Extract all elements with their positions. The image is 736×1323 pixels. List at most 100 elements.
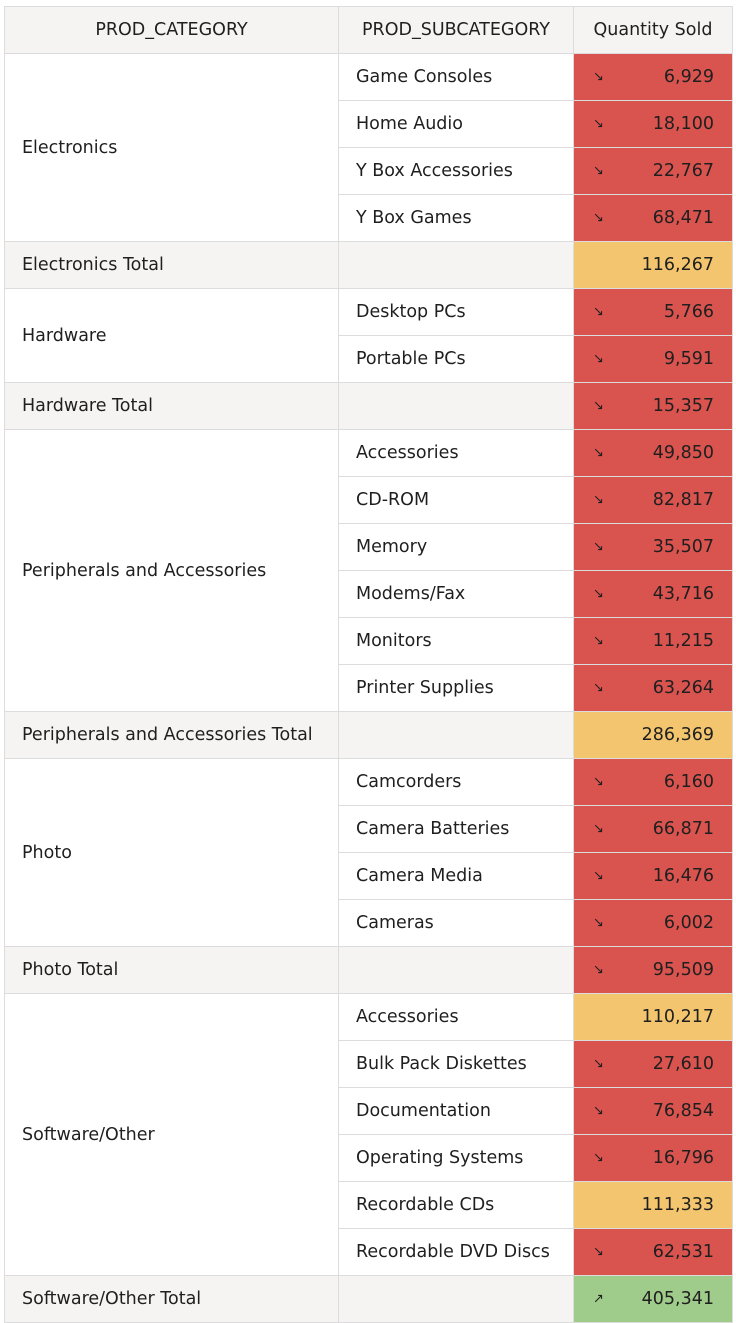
quantity-cell[interactable]: ↘ 35,507 <box>573 523 733 571</box>
quantity-value: 62,531 <box>652 1242 714 1262</box>
total-row: Electronics Total 116,267 <box>4 241 733 289</box>
quantity-value: 43,716 <box>652 584 714 604</box>
quantity-cell[interactable]: ↘ 5,766 <box>573 288 733 336</box>
trend-down-icon: ↘ <box>593 633 604 649</box>
trend-down-icon: ↘ <box>593 962 604 978</box>
subcategory-cell[interactable]: Desktop PCs <box>338 288 574 336</box>
subcategory-cell[interactable]: CD-ROM <box>338 476 574 524</box>
subcategory-cell[interactable]: Documentation <box>338 1087 574 1135</box>
category-cell[interactable]: Electronics <box>4 53 339 242</box>
total-row: Peripherals and Accessories Total 286,369 <box>4 711 733 759</box>
quantity-cell[interactable]: ↘ 16,476 <box>573 852 733 900</box>
subcategory-cell[interactable]: Camera Batteries <box>338 805 574 853</box>
subcategory-cell[interactable]: Modems/Fax <box>338 570 574 618</box>
trend-down-icon: ↘ <box>593 445 604 461</box>
quantity-cell[interactable]: ↘ 22,767 <box>573 147 733 195</box>
quantity-cell[interactable]: ↗ 405,341 <box>573 1275 733 1323</box>
subcategory-cell[interactable]: Camera Media <box>338 852 574 900</box>
table-row: Monitors ↘ 11,215 <box>5 617 733 665</box>
subcategory-cell[interactable]: Monitors <box>338 617 574 665</box>
table-row: Recordable DVD Discs ↘ 62,531 <box>5 1228 733 1276</box>
subcategory-cell[interactable]: Memory <box>338 523 574 571</box>
quantity-cell[interactable]: ↘ 95,509 <box>573 946 733 994</box>
column-header-prod-category[interactable]: PROD_CATEGORY <box>4 6 339 54</box>
quantity-value: 110,217 <box>641 1007 714 1027</box>
quantity-value: 27,610 <box>652 1054 714 1074</box>
quantity-cell[interactable]: ↘ 43,716 <box>573 570 733 618</box>
column-header-quantity-sold[interactable]: Quantity Sold <box>573 6 733 54</box>
quantity-value: 6,160 <box>663 772 714 792</box>
subcategory-cell[interactable]: Cameras <box>338 899 574 947</box>
quantity-cell[interactable]: ↘ 76,854 <box>573 1087 733 1135</box>
quantity-cell[interactable]: 111,333 <box>573 1181 733 1229</box>
category-cell[interactable]: Peripherals and Accessories <box>4 429 339 712</box>
total-label[interactable]: Photo Total <box>4 946 339 994</box>
quantity-value: 49,850 <box>652 443 714 463</box>
table-row: CD-ROM ↘ 82,817 <box>5 476 733 524</box>
category-cell[interactable]: Software/Other <box>4 993 339 1276</box>
category-cell[interactable]: Hardware <box>4 288 339 383</box>
table-row: Printer Supplies ↘ 63,264 <box>5 664 733 712</box>
quantity-cell[interactable]: 116,267 <box>573 241 733 289</box>
quantity-value: 16,476 <box>652 866 714 886</box>
trend-down-icon: ↘ <box>593 1103 604 1119</box>
quantity-cell[interactable]: ↘ 27,610 <box>573 1040 733 1088</box>
category-cell[interactable]: Photo <box>4 758 339 947</box>
subcategory-cell[interactable]: Recordable DVD Discs <box>338 1228 574 1276</box>
total-label[interactable]: Software/Other Total <box>4 1275 339 1323</box>
quantity-cell[interactable]: ↘ 6,002 <box>573 899 733 947</box>
column-header-prod-subcategory[interactable]: PROD_SUBCATEGORY <box>338 6 574 54</box>
quantity-cell[interactable]: ↘ 49,850 <box>573 429 733 477</box>
quantity-cell[interactable]: ↘ 11,215 <box>573 617 733 665</box>
subcategory-cell[interactable]: Operating Systems <box>338 1134 574 1182</box>
total-label[interactable]: Peripherals and Accessories Total <box>4 711 339 759</box>
total-label[interactable]: Hardware Total <box>4 382 339 430</box>
quantity-value: 82,817 <box>652 490 714 510</box>
subcategory-cell[interactable]: Recordable CDs <box>338 1181 574 1229</box>
table-row: Electronics Game Consoles ↘ 6,929 <box>4 53 733 242</box>
trend-down-icon: ↘ <box>593 774 604 790</box>
table-row: Camera Media ↘ 16,476 <box>5 852 733 900</box>
total-row: Hardware Total ↘ 15,357 <box>4 382 733 430</box>
quantity-cell[interactable]: ↘ 9,591 <box>573 335 733 383</box>
quantity-value: 18,100 <box>652 114 714 134</box>
subcategory-cell[interactable]: Home Audio <box>338 100 574 148</box>
total-label[interactable]: Electronics Total <box>4 241 339 289</box>
subcategory-cell[interactable]: Portable PCs <box>338 335 574 383</box>
trend-down-icon: ↘ <box>593 304 604 320</box>
quantity-cell[interactable]: ↘ 18,100 <box>573 100 733 148</box>
subcategory-cell[interactable]: Accessories <box>338 993 574 1041</box>
quantity-cell[interactable]: ↘ 62,531 <box>573 1228 733 1276</box>
quantity-cell[interactable]: ↘ 6,160 <box>573 758 733 806</box>
total-row: Photo Total ↘ 95,509 <box>4 946 733 994</box>
table-row: Modems/Fax ↘ 43,716 <box>5 570 733 618</box>
quantity-cell[interactable]: ↘ 66,871 <box>573 805 733 853</box>
quantity-cell[interactable]: ↘ 82,817 <box>573 476 733 524</box>
quantity-value: 6,002 <box>663 913 714 933</box>
quantity-value: 286,369 <box>641 725 714 745</box>
quantity-cell[interactable]: ↘ 15,357 <box>573 382 733 430</box>
subcategory-cell[interactable]: Game Consoles <box>338 53 574 101</box>
table-row: Hardware Desktop PCs ↘ 5,766 <box>4 288 733 383</box>
trend-down-icon: ↘ <box>593 821 604 837</box>
quantity-cell[interactable]: ↘ 68,471 <box>573 194 733 242</box>
subcategory-cell[interactable]: Bulk Pack Diskettes <box>338 1040 574 1088</box>
subcategory-cell[interactable]: Accessories <box>338 429 574 477</box>
total-empty-cell <box>338 1275 574 1323</box>
quantity-value: 68,471 <box>652 208 714 228</box>
quantity-value: 22,767 <box>652 161 714 181</box>
quantity-value: 66,871 <box>652 819 714 839</box>
subcategory-cell[interactable]: Y Box Games <box>338 194 574 242</box>
trend-down-icon: ↘ <box>593 1056 604 1072</box>
subcategory-cell[interactable]: Camcorders <box>338 758 574 806</box>
quantity-cell[interactable]: ↘ 16,796 <box>573 1134 733 1182</box>
quantity-cell[interactable]: 110,217 <box>573 993 733 1041</box>
quantity-cell[interactable]: 286,369 <box>573 711 733 759</box>
quantity-cell[interactable]: ↘ 63,264 <box>573 664 733 712</box>
quantity-cell[interactable]: ↘ 6,929 <box>573 53 733 101</box>
table-row: Bulk Pack Diskettes ↘ 27,610 <box>5 1040 733 1088</box>
subcategory-cell[interactable]: Printer Supplies <box>338 664 574 712</box>
quantity-value: 15,357 <box>652 396 714 416</box>
trend-down-icon: ↘ <box>593 351 604 367</box>
subcategory-cell[interactable]: Y Box Accessories <box>338 147 574 195</box>
